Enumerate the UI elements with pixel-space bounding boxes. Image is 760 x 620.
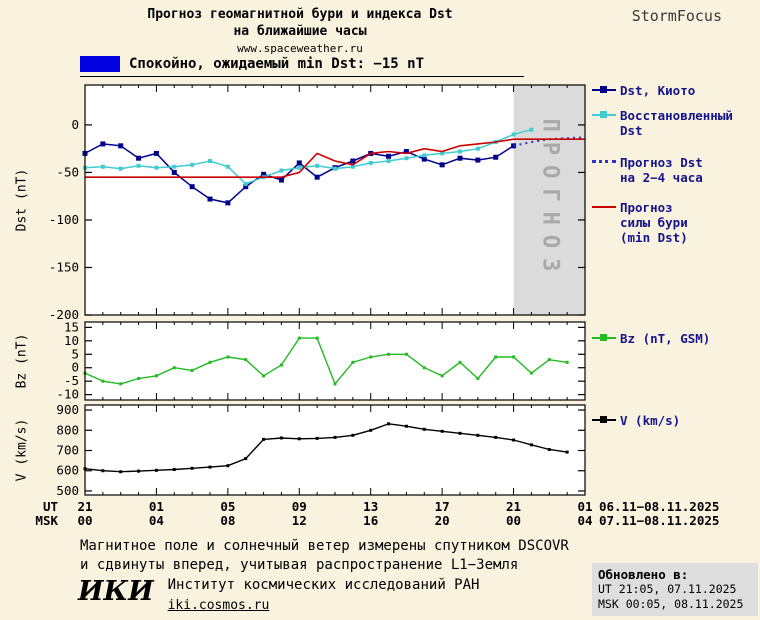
storm-level-swatch (80, 56, 120, 72)
svg-text:5: 5 (71, 346, 79, 361)
updated-msk: MSK 00:05, 08.11.2025 (598, 597, 744, 611)
data-source-note: Магнитное поле и солнечный ветер измерен… (80, 537, 569, 575)
iki-site-link[interactable]: iki.cosmos.ru (167, 598, 270, 613)
svg-text:-150: -150 (49, 259, 79, 274)
updated-title: Обновлено в: (598, 567, 689, 582)
legend-item-v: V (km/s) (592, 413, 760, 428)
legend-item-dst-kyoto: Dst, Киото (592, 83, 760, 98)
legend-item-storm-forecast: Прогноз силы бури (min Dst) (592, 200, 760, 245)
restored-dst-line-icon (592, 109, 616, 121)
legend-label-bz: Bz (nT, GSM) (620, 331, 711, 346)
brand-logo: StormFocus (631, 7, 722, 25)
svg-text:08: 08 (220, 513, 235, 528)
legend-label-dst-kyoto: Dst, Киото (620, 83, 696, 98)
svg-text:04: 04 (577, 513, 592, 528)
svg-text:800: 800 (56, 422, 79, 437)
dst-kyoto-line-icon (592, 84, 616, 96)
svg-text:UT: UT (43, 499, 58, 514)
svg-text:05: 05 (220, 499, 235, 514)
v-line-icon (592, 414, 616, 426)
svg-text:600: 600 (56, 463, 79, 478)
svg-text:900: 900 (56, 402, 79, 417)
svg-text:-200: -200 (49, 307, 79, 322)
iki-block: ИКИ Институт космических исследований РА… (78, 576, 479, 613)
legend-item-bz: Bz (nT, GSM) (592, 331, 760, 346)
legend-label-restored-dst: Восстановленный Dst (620, 108, 733, 138)
svg-text:00: 00 (506, 513, 521, 528)
note-line-2: и сдвинуты вперед, учитывая распростране… (80, 557, 519, 573)
svg-text:10: 10 (64, 333, 79, 348)
page-title: Прогноз геомагнитной бури и индекса Dst (147, 7, 453, 22)
svg-text:00: 00 (77, 513, 92, 528)
site-url-link[interactable]: www.spaceweather.ru (237, 42, 363, 55)
svg-text:-100: -100 (49, 212, 79, 227)
page-title-line2: на ближайшие часы (233, 24, 367, 39)
legend-label-v: V (km/s) (620, 413, 681, 428)
svg-text:21: 21 (506, 499, 521, 514)
status-bar: Спокойно, ожидаемый min Dst: −15 nT (80, 56, 524, 77)
svg-text:06.11−08.11.2025: 06.11−08.11.2025 (599, 499, 719, 514)
svg-text:07.11−08.11.2025: 07.11−08.11.2025 (599, 513, 719, 528)
svg-text:16: 16 (363, 513, 378, 528)
svg-text:0: 0 (71, 117, 79, 132)
svg-text:15: 15 (64, 319, 79, 334)
legend-item-forecast-dst: Прогноз Dst на 2−4 часа (592, 155, 760, 185)
svg-text:01: 01 (149, 499, 164, 514)
svg-text:21: 21 (77, 499, 92, 514)
storm-level-text: Спокойно, ожидаемый min Dst: −15 nT (129, 56, 425, 72)
svg-text:-10: -10 (56, 387, 79, 402)
svg-text:13: 13 (363, 499, 378, 514)
updated-ut: UT 21:05, 07.11.2025 (598, 582, 737, 596)
svg-text:04: 04 (149, 513, 164, 528)
svg-text:-5: -5 (64, 373, 79, 388)
svg-text:V (km/s): V (km/s) (15, 419, 30, 482)
institute-name: Институт космических исследований РАН (167, 577, 480, 593)
note-line-1: Магнитное поле и солнечный ветер измерен… (80, 538, 569, 554)
svg-text:500: 500 (56, 483, 79, 498)
legend-label-storm-forecast: Прогноз силы бури (min Dst) (620, 200, 688, 245)
svg-text:0: 0 (71, 360, 79, 375)
header: Прогноз геомагнитной бури и индекса Dst … (60, 6, 540, 55)
svg-text:MSK: MSK (35, 513, 58, 528)
svg-text:ПРОГНОЗ: ПРОГНОЗ (537, 119, 562, 282)
svg-text:01: 01 (577, 499, 592, 514)
iki-logo: ИКИ (78, 576, 154, 607)
legend-label-forecast-dst: Прогноз Dst на 2−4 часа (620, 155, 703, 185)
updated-box: Обновлено в: UT 21:05, 07.11.2025 MSK 00… (592, 563, 758, 616)
svg-text:Dst (nT): Dst (nT) (15, 169, 30, 232)
svg-text:700: 700 (56, 443, 79, 458)
forecast-dst-line-icon (592, 156, 616, 168)
svg-text:17: 17 (435, 499, 450, 514)
iki-text: Институт космических исследований РАН ik… (168, 576, 480, 613)
svg-text:20: 20 (435, 513, 450, 528)
storm-forecast-line-icon (592, 201, 616, 213)
legend-item-restored-dst: Восстановленный Dst (592, 108, 760, 138)
svg-text:-50: -50 (56, 164, 79, 179)
svg-text:12: 12 (292, 513, 307, 528)
svg-text:Bz (nT): Bz (nT) (15, 334, 30, 389)
svg-text:09: 09 (292, 499, 307, 514)
bz-line-icon (592, 332, 616, 344)
